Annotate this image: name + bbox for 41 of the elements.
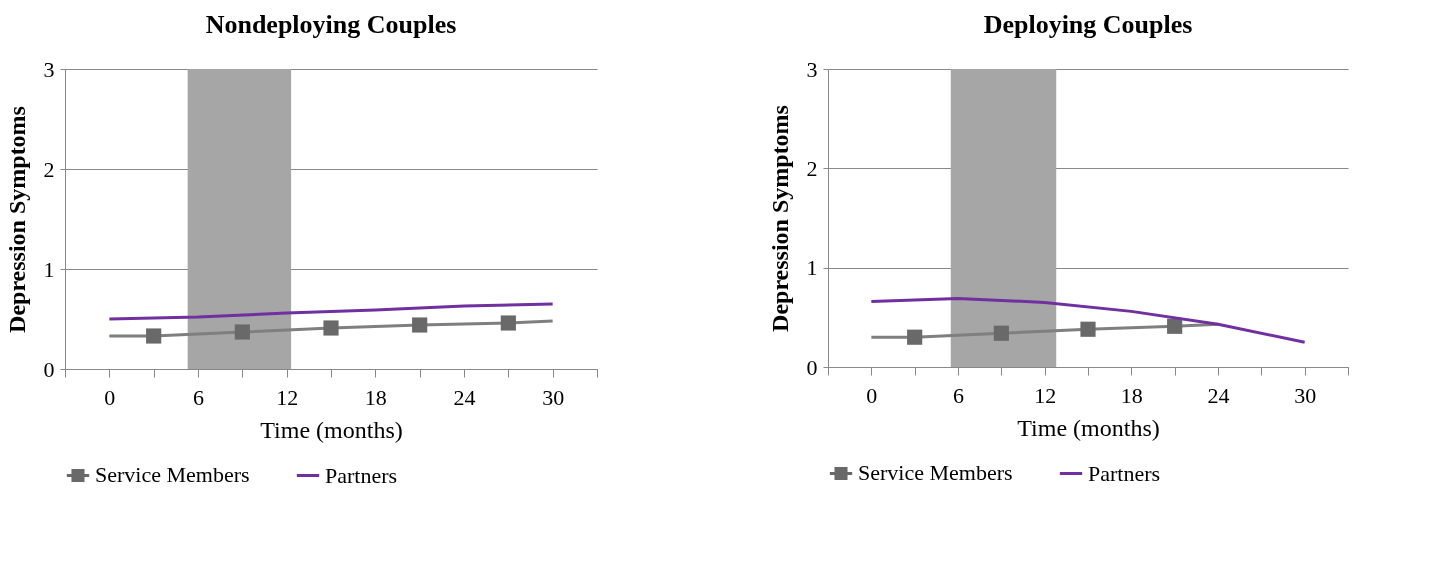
legend-label: Partners — [1088, 460, 1161, 486]
x-tick-label: 6 — [193, 384, 204, 410]
x-tick-label: 0 — [866, 382, 878, 408]
y-axis-title: Depression Symptoms — [3, 106, 30, 333]
point — [234, 324, 250, 340]
x-tick-label: 30 — [542, 384, 565, 410]
point — [1167, 318, 1183, 334]
x-tick-label: 18 — [364, 384, 387, 410]
y-tick-label: 0 — [43, 356, 55, 382]
x-tick-label: 0 — [104, 384, 116, 410]
line-series — [107, 302, 555, 321]
point — [993, 325, 1009, 341]
x-axis-title: Time (months) — [260, 416, 403, 443]
chart-title: Deploying Couples — [983, 10, 1193, 39]
x-tick-label: 24 — [1207, 382, 1230, 408]
line-series — [869, 296, 1307, 344]
point — [412, 317, 428, 333]
point — [146, 328, 162, 344]
x-axis-title: Time (months) — [1017, 414, 1160, 441]
point — [500, 315, 516, 331]
chart-title: Nondeploying Couples — [205, 10, 457, 39]
point — [907, 329, 923, 345]
x-tick-label: 30 — [1294, 382, 1317, 408]
x-tick-label: 6 — [953, 382, 964, 408]
x-tick-label: 12 — [276, 384, 299, 410]
legend-label: Service Members — [95, 462, 250, 488]
y-tick-label: 3 — [806, 56, 818, 82]
y-tick-label: 2 — [806, 155, 818, 181]
y-tick-label: 3 — [43, 56, 55, 82]
x-tick-label: 12 — [1034, 382, 1057, 408]
legend-label: Service Members — [858, 460, 1013, 486]
y-tick-label: 0 — [806, 354, 818, 380]
y-tick-label: 2 — [43, 156, 55, 182]
y-tick-label: 1 — [806, 255, 818, 281]
y-tick-label: 1 — [43, 256, 55, 282]
y-axis-title: Depression Symptoms — [766, 105, 793, 332]
point — [1080, 321, 1096, 337]
x-tick-label: 24 — [453, 384, 476, 410]
point — [323, 320, 339, 336]
x-tick-label: 18 — [1120, 382, 1143, 408]
legend-label: Partners — [325, 462, 398, 488]
